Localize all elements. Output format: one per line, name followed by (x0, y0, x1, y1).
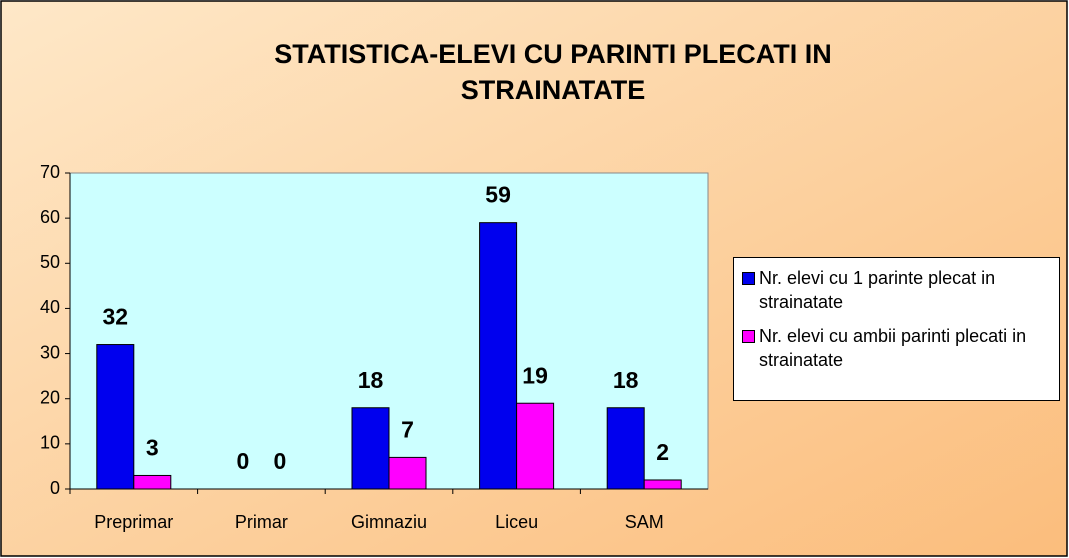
x-tick-label: Liceu (495, 512, 538, 532)
data-label: 2 (656, 439, 669, 465)
data-label: 0 (236, 448, 249, 474)
bar (643, 479, 682, 490)
data-label: 3 (146, 435, 159, 461)
legend-item: Nr. elevi cu 1 parinte plecat in straina… (738, 266, 1055, 314)
bar (351, 407, 390, 490)
y-tick-label: 30 (40, 342, 60, 362)
x-tick-label: Preprimar (94, 512, 173, 532)
bar (479, 222, 518, 490)
y-tick-label: 0 (50, 478, 60, 498)
bar (96, 344, 135, 490)
data-label: 18 (613, 367, 639, 393)
data-label: 7 (401, 416, 414, 442)
data-label: 0 (274, 448, 287, 474)
y-tick-label: 60 (40, 207, 60, 227)
data-label: 32 (103, 304, 129, 330)
legend-label: Nr. elevi cu ambii parinti plecati in st… (759, 326, 1027, 370)
y-tick-label: 10 (40, 433, 60, 453)
bar (516, 402, 555, 490)
y-tick-label: 40 (40, 297, 60, 317)
x-tick-label: Gimnaziu (351, 512, 427, 532)
bar (133, 474, 172, 490)
data-label: 59 (485, 182, 511, 208)
legend-label: Nr. elevi cu 1 parinte plecat in straina… (759, 268, 996, 312)
legend-swatch (742, 272, 755, 285)
y-tick-label: 70 (40, 162, 60, 182)
legend: Nr. elevi cu 1 parinte plecat in straina… (733, 257, 1060, 401)
chart-title: STATISTICA-ELEVI CU PARINTI PLECATI IN S… (274, 39, 832, 105)
bar (606, 407, 645, 490)
data-label: 18 (358, 367, 384, 393)
x-tick-label: SAM (625, 512, 664, 532)
legend-item: Nr. elevi cu ambii parinti plecati in st… (738, 324, 1055, 372)
legend-swatch (742, 330, 755, 343)
y-tick-label: 50 (40, 252, 60, 272)
bar (388, 456, 427, 490)
x-tick-label: Primar (235, 512, 288, 532)
data-label: 19 (522, 362, 548, 388)
y-tick-label: 20 (40, 387, 60, 407)
